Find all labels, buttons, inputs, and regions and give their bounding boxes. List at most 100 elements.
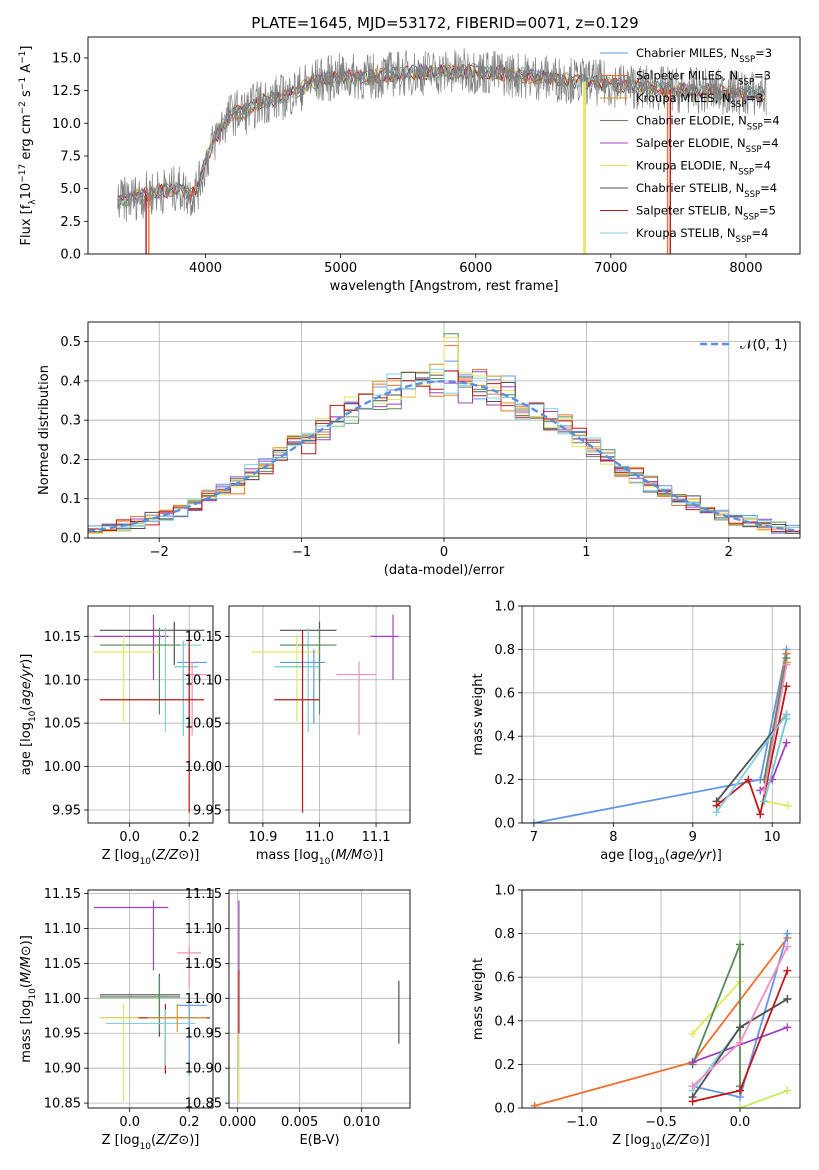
mass_vs_ebv-ytick-label: 11.10 [185,922,222,937]
mass_weight_vs_Z-ytick-label: 0.4 [494,1014,515,1029]
residuals-axes: −2 −1 0 1 2 0.0 0.1 0.2 0.3 0.4 0.5 [60,322,800,560]
residuals-xtick-label: −1 [292,545,311,560]
mass_weight_vs_age-xtick-label: 8 [609,830,617,845]
mass-weight-marker [783,929,792,938]
spectrum-ytick-label: 5.0 [60,182,81,197]
age_vs_mass-axes: 10.9 11.0 11.1 9.95 10.00 10.05 10.10 10.15 [185,606,410,845]
residuals-ytick-label: 0.1 [60,492,81,507]
residuals-ytick-label: 0.4 [60,374,81,389]
mass_weight_vs_Z-xtick-label: 0.0 [730,1115,751,1130]
residuals-xlabel: (data-model)/error [384,563,505,578]
mass-weight-marker [688,1082,697,1091]
spectrum-ytick-label: 0.0 [60,248,81,263]
mass_vs_ebv-xtick-label: 0.005 [281,1115,318,1130]
mass_weight_vs_age-ylabel: mass weight [471,673,486,755]
mass-weight-marker [688,1029,697,1038]
mass-weight-marker [782,682,791,691]
mass-weight-line [739,1089,788,1108]
residuals-data [88,333,800,534]
spectrum-xtick-label: 5000 [324,261,357,276]
mass_weight_vs_Z-ytick-label: 1.0 [494,884,515,899]
residuals-ylabel: Normed distribution [37,365,52,495]
mass-weight-marker [784,801,793,810]
mass_weight_vs_Z-data [530,929,792,1108]
mass_vs_Z-xtick-label: 0.2 [179,1115,200,1130]
age_vs_mass-xtick-label: 11.1 [362,830,391,845]
mass-weight-marker [783,966,792,975]
mass_vs_ebv-xtick-label: 0.000 [219,1115,256,1130]
legend-label: Chabrier ELODIE, NSSP=4 [636,114,780,133]
residuals-xtick-label: 2 [725,545,733,560]
mass_vs_Z-xlabel: Z [log10(Z/Z⊙)] [102,1133,200,1152]
mass_weight_vs_Z-ytick-label: 0.6 [494,971,515,986]
residuals-ytick-label: 0.0 [60,532,81,547]
spectrum-xtick-label: 8000 [729,261,762,276]
mass_weight_vs_age-ytick-label: 0.8 [494,643,515,658]
spectrum-ytick-label: 7.5 [60,149,81,164]
age_vs_mass-ytick-label: 10.00 [185,760,222,775]
mass_weight_vs_age-xtick-label: 9 [689,830,697,845]
mass_vs_ebv-ytick-label: 11.00 [185,992,222,1007]
mass-weight-marker [712,808,721,817]
mass-weight-line [764,800,789,807]
age_vs_Z-xtick-label: 0.2 [179,830,200,845]
mass-weight-line [763,664,788,791]
mass-weight-marker [782,660,791,669]
mass_weight_vs_age-frame [521,605,801,824]
spectrum-axes: 4000 5000 6000 7000 8000 0.0 2.5 5.0 7.5 10.0 12.5… [52,51,762,276]
mass_weight_vs_Z-xtick-label: −1.0 [566,1115,598,1130]
age_vs_Z-ytick-label: 10.10 [44,673,81,688]
mass_vs_Z-data [93,900,211,1102]
mass_vs_Z-ytick-label: 10.95 [44,1027,81,1042]
mass_vs_Z-frame [87,889,214,1109]
mass-weight-line [763,657,788,780]
mass-weight-marker [735,940,744,949]
residuals-ytick-label: 0.2 [60,453,81,468]
mass_weight_vs_age-ytick-label: 1.0 [494,600,515,615]
spectrum-xlabel: wavelength [Angstrom, rest frame] [330,279,559,294]
age_vs_mass-xlabel: mass [log10(M/M⊙)] [256,848,384,867]
legend-label: Kroupa STELIB, NSSP=4 [636,226,768,245]
mass-weight-marker [735,1023,744,1032]
mass-weight-marker [783,995,792,1003]
mass_weight_vs_Z-ytick-label: 0.2 [494,1058,515,1073]
spectrum-data-line [117,48,767,222]
residual-histogram [88,337,800,534]
mass_vs_ebv-xtick-label: 0.010 [343,1115,380,1130]
residuals-ytick-label: 0.5 [60,335,81,350]
mass_vs_ebv-frame [228,889,411,1109]
mass_weight_vs_age-axes: 7 8 9 10 0.0 0.2 0.4 0.6 0.8 1.0 [494,600,800,845]
age_vs_Z-ytick-label: 10.05 [44,717,81,732]
mass_weight_vs_Z-ytick-label: 0.0 [494,1102,515,1117]
mass-weight-marker [688,1058,697,1067]
mass_weight_vs_Z-frame [521,889,801,1109]
mass_weight_vs_age-xtick-label: 7 [530,830,538,845]
plot-area: 4000 5000 6000 7000 80000.02.55.07.510.012.5… [18,36,801,1152]
mass_weight_vs_age-data [529,645,793,823]
residuals-xtick-label: 1 [582,545,590,560]
legend-label: Salpeter STELIB, NSSP=5 [636,204,776,223]
spectrum-ytick-label: 12.5 [52,84,81,99]
mass-weight-marker [760,797,769,806]
mass-weight-marker [735,1038,744,1047]
mass_weight_vs_Z-ylabel: mass weight [471,958,486,1040]
mass_vs_Z-xtick-label: 0.0 [119,1115,140,1130]
legend-label: Kroupa MILES, NSSP=3 [636,91,763,110]
spectrum-frame [87,36,801,255]
mass_vs_Z-ytick-label: 10.85 [44,1097,81,1112]
mass_vs_ebv-ytick-label: 10.85 [185,1097,222,1112]
mass-weight-marker [735,1104,744,1108]
age_vs_Z-xlabel: Z [log10(Z/Z⊙)] [102,848,200,867]
age_vs_Z-data [93,614,208,813]
mass-weight-marker [782,714,791,723]
age_vs_mass-data [251,614,399,813]
legend-label: Kroupa ELODIE, NSSP=4 [636,159,771,178]
mass_vs_Z-ytick-label: 10.90 [44,1062,81,1077]
mass_weight_vs_age-ytick-label: 0.4 [494,730,515,745]
residuals-ytick-label: 0.3 [60,414,81,429]
residuals-frame [87,321,801,539]
mass_vs_Z-ytick-label: 11.05 [44,957,81,972]
mass_weight_vs_Z-axes: −1.0 −0.5 0.0 0.0 0.2 0.4 0.6 0.8 1.0 [494,884,800,1130]
mass-weight-line [763,718,788,802]
